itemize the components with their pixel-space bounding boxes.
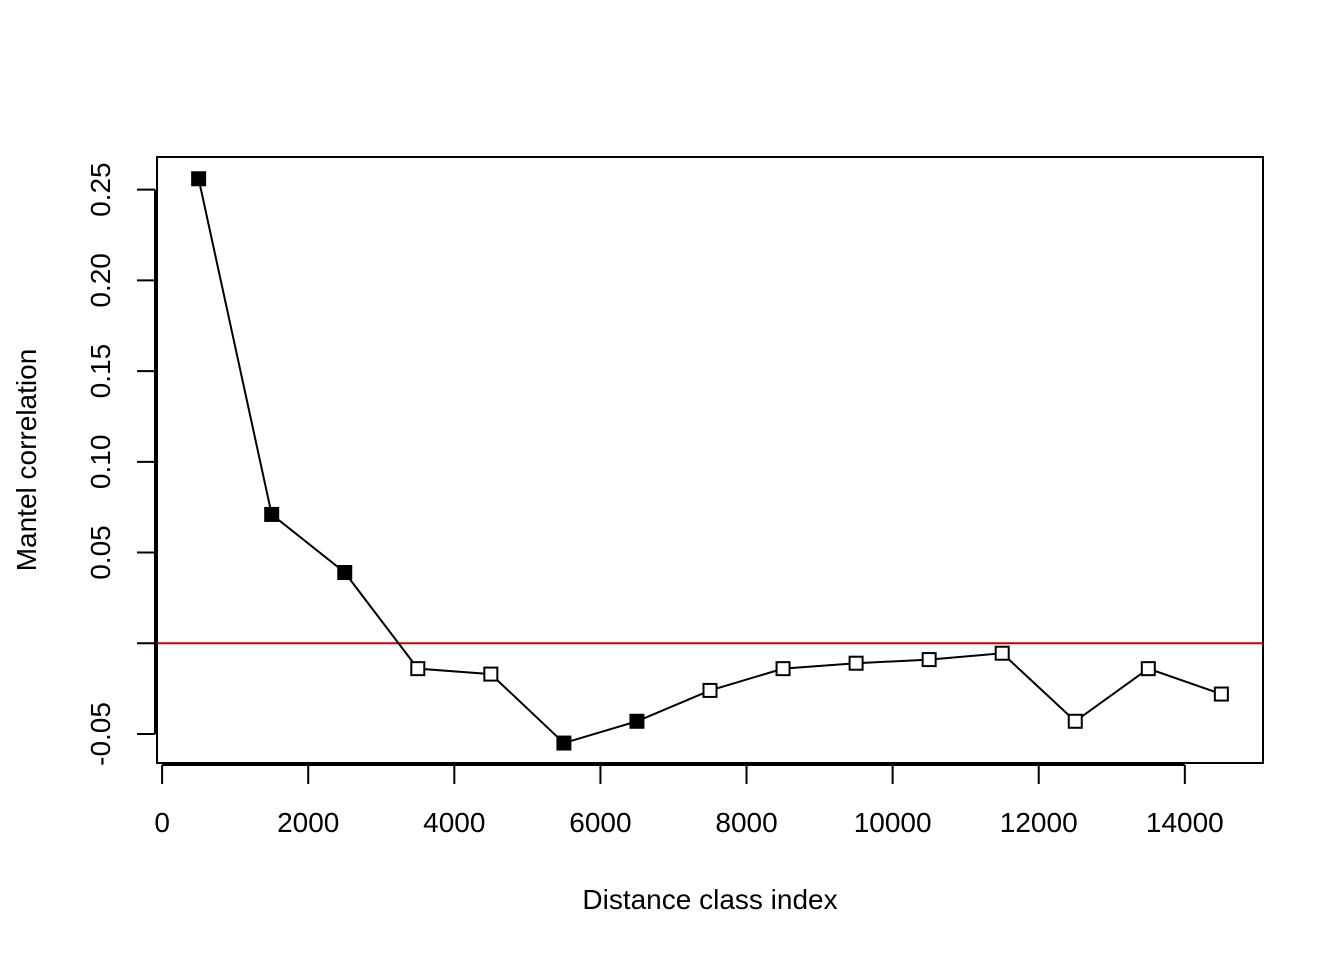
x-tick-label: 12000: [1000, 807, 1078, 838]
data-point: [1067, 713, 1083, 729]
data-point: [702, 682, 718, 698]
x-tick-label: 10000: [854, 807, 932, 838]
y-tick-label: 0.15: [85, 344, 116, 399]
x-tick-label: 14000: [1146, 807, 1224, 838]
data-points: [191, 171, 1229, 751]
x-axis-title: Distance class index: [582, 884, 837, 915]
x-axis: 0 2000 4000 6000 8000 10000 12000 14000: [154, 764, 1224, 838]
data-point-significant: [264, 506, 280, 522]
y-tick-label: 0.20: [85, 253, 116, 308]
data-point: [994, 645, 1010, 661]
data-point: [483, 666, 499, 682]
series-line: [197, 178, 1222, 745]
data-point: [1140, 661, 1156, 677]
y-tick-label: 0.05: [85, 525, 116, 580]
x-tick-label: 2000: [277, 807, 339, 838]
x-tick-label: 8000: [715, 807, 777, 838]
data-point-significant: [191, 171, 207, 187]
y-tick-label: -0.05: [85, 702, 116, 766]
y-axis: -0.05 0.05 0.10 0.15 0.20 0.25: [85, 162, 156, 766]
x-tick-label: 0: [154, 807, 170, 838]
plot-frame: [156, 156, 1264, 764]
data-point: [848, 655, 864, 671]
y-tick-label: 0.10: [85, 435, 116, 490]
data-point-significant: [337, 564, 353, 580]
data-point-significant: [629, 713, 645, 729]
x-tick-label: 6000: [569, 807, 631, 838]
y-tick-label: 0.25: [85, 162, 116, 217]
data-point: [1213, 686, 1229, 702]
data-point: [921, 652, 937, 668]
data-point: [775, 661, 791, 677]
data-point-significant: [556, 735, 572, 751]
x-tick-label: 4000: [423, 807, 485, 838]
y-axis-title: Mantel correlation: [11, 349, 42, 572]
data-point: [410, 661, 426, 677]
